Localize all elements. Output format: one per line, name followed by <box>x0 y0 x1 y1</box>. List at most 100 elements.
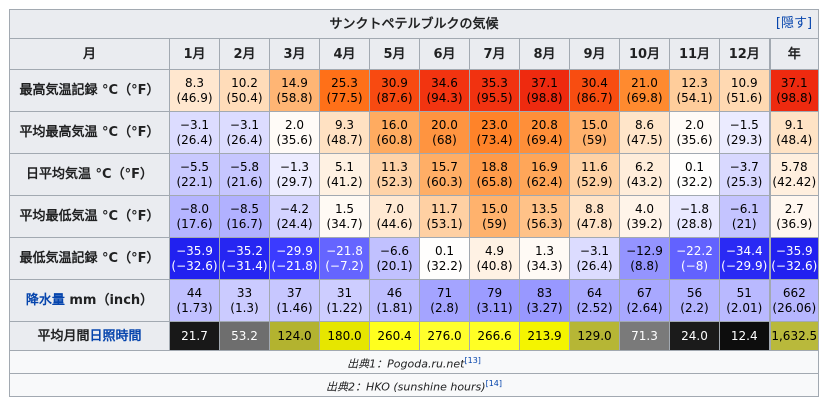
sunshine-cell: 1,632.5 <box>768 321 820 351</box>
fahrenheit-value: (34.3) <box>526 258 563 273</box>
celsius-value: 15.7 <box>431 159 458 174</box>
data-cell: −1.5 (29.3) <box>719 111 770 154</box>
fahrenheit-value: (95.5) <box>476 90 513 105</box>
celsius-value: 5.78 <box>780 159 808 174</box>
month-header-row: 月 1月 2月 3月 4月 5月 6月 7月 8月 9月 10月 11月 12月年 <box>9 38 820 70</box>
celsius-value: 2.0 <box>684 117 705 132</box>
data-cell: 51 (2.01) <box>719 279 770 322</box>
data-cell: 2.0 (35.6) <box>269 111 320 154</box>
data-cell: 15.0 (59) <box>469 195 520 238</box>
reference-link[interactable]: [14] <box>485 378 502 388</box>
celsius-value: −35.2 <box>226 243 263 258</box>
header-month: 3月 <box>269 38 320 70</box>
celsius-value: −5.5 <box>179 159 210 174</box>
celsius-value: 0.1 <box>434 243 455 258</box>
table-row: 平均最低気温 °C（°F） −8.0 (17.6) −8.5 (16.7) −4.2 (24… <box>9 195 820 238</box>
celsius-value: 37 <box>286 285 303 300</box>
fahrenheit-value: (87.6) <box>376 90 413 105</box>
celsius-value: 25.3 <box>331 75 358 90</box>
sunshine-cell: 24.0 <box>669 321 720 351</box>
row-label: 平均最高気温 °C（°F） <box>9 111 170 154</box>
fahrenheit-value: (1.22) <box>326 300 363 315</box>
header-month: 9月 <box>569 38 620 70</box>
fahrenheit-value: (−29.9) <box>721 258 768 273</box>
climate-box: サンクトペテルブルクの気候 [隠す] 月 1月 2月 3月 4月 5月 6月 7月 8月 9月 10… <box>8 9 820 397</box>
fahrenheit-value: (26.4) <box>176 132 213 147</box>
source-text: 出典2：HKO (sunshine hours) <box>326 380 486 394</box>
data-cell: 71 (2.8) <box>419 279 470 322</box>
celsius-value: −3.1 <box>179 117 210 132</box>
header-month: 1月 <box>169 38 220 70</box>
fahrenheit-value: (52.9) <box>576 174 613 189</box>
hide-toggle-label[interactable]: 隠す <box>780 16 807 31</box>
data-cell: 2.0 (35.6) <box>669 111 720 154</box>
data-cell: 23.0 (73.4) <box>469 111 520 154</box>
header-month: 6月 <box>419 38 470 70</box>
data-cell: 67 (2.64) <box>619 279 670 322</box>
fahrenheit-value: (94.3) <box>426 90 463 105</box>
data-cell: −35.9 (−32.6) <box>169 237 220 280</box>
fahrenheit-value: (26.4) <box>226 132 263 147</box>
sunshine-hours-link[interactable]: 日照時間 <box>89 328 142 344</box>
source-text: 出典1：Pogoda.ru.net <box>347 357 465 371</box>
celsius-value: −3.1 <box>579 243 610 258</box>
fahrenheit-value: (25.3) <box>726 174 763 189</box>
fahrenheit-value: (48.7) <box>326 132 363 147</box>
fahrenheit-value: (−8) <box>680 258 709 273</box>
row-label: 最低気温記録 °C（°F） <box>9 237 170 280</box>
header-month-label: 月 <box>9 38 170 70</box>
data-cell: 0.1 (32.2) <box>419 237 470 280</box>
fahrenheit-value: (2.8) <box>430 300 459 315</box>
celsius-value: 11.3 <box>381 159 408 174</box>
data-cell: 7.0 (44.6) <box>369 195 420 238</box>
celsius-value: 1.3 <box>534 243 555 258</box>
table-row: 平均最高気温 °C（°F） −3.1 (26.4) −3.1 (26.4) 2.0 (35.… <box>9 111 820 154</box>
celsius-value: 37.1 <box>780 75 808 90</box>
precipitation-link[interactable]: 降水量 <box>25 293 65 308</box>
celsius-value: 46 <box>386 285 403 300</box>
sunshine-cell: 21.7 <box>169 321 220 351</box>
celsius-value: −6.6 <box>379 243 410 258</box>
sunshine-cell: 71.3 <box>619 321 670 351</box>
data-cell: 1.5 (34.7) <box>319 195 370 238</box>
fahrenheit-value: (−32.6) <box>771 258 818 273</box>
fahrenheit-value: (26.06) <box>772 300 817 315</box>
data-cell: −5.8 (21.6) <box>219 153 270 196</box>
celsius-value: 15.0 <box>481 201 508 216</box>
data-cell: 0.1 (32.2) <box>669 153 720 196</box>
data-cell: −21.8 (−7.2) <box>319 237 370 280</box>
celsius-value: 5.1 <box>334 159 355 174</box>
fahrenheit-value: (73.4) <box>476 132 513 147</box>
data-cell: 34.6 (94.3) <box>419 69 470 112</box>
data-cell: −35.2 (−31.4) <box>219 237 270 280</box>
data-cell: 13.5 (56.3) <box>519 195 570 238</box>
reference-link[interactable]: [13] <box>464 355 481 365</box>
celsius-value: 31 <box>336 285 353 300</box>
fahrenheit-value: (77.5) <box>326 90 363 105</box>
fahrenheit-value: (−21.8) <box>271 258 318 273</box>
hide-toggle-link[interactable]: [隠す] <box>775 16 813 31</box>
fahrenheit-value: (2.64) <box>626 300 663 315</box>
data-cell: −4.2 (24.4) <box>269 195 320 238</box>
data-cell: −5.5 (22.1) <box>169 153 220 196</box>
data-cell: 12.3 (54.1) <box>669 69 720 112</box>
fahrenheit-value: (1.3) <box>230 300 259 315</box>
fahrenheit-value: (26.4) <box>576 258 613 273</box>
celsius-value: −5.8 <box>229 159 260 174</box>
fahrenheit-value: (68) <box>432 132 457 147</box>
celsius-value: 16.9 <box>531 159 558 174</box>
data-cell: 11.3 (52.3) <box>369 153 420 196</box>
celsius-value: 8.6 <box>634 117 655 132</box>
fahrenheit-value: (21.6) <box>226 174 263 189</box>
fahrenheit-value: (46.9) <box>176 90 213 105</box>
fahrenheit-value: (60.8) <box>376 132 413 147</box>
sunshine-cell: 213.9 <box>519 321 570 351</box>
data-cell: −22.2 (−8) <box>669 237 720 280</box>
celsius-value: 30.4 <box>581 75 608 90</box>
celsius-value: 2.0 <box>284 117 305 132</box>
fahrenheit-value: (35.6) <box>676 132 713 147</box>
celsius-value: 21.0 <box>631 75 658 90</box>
fahrenheit-value: (69.8) <box>626 90 663 105</box>
celsius-value: 12.3 <box>681 75 708 90</box>
sunshine-cell: 266.6 <box>469 321 520 351</box>
